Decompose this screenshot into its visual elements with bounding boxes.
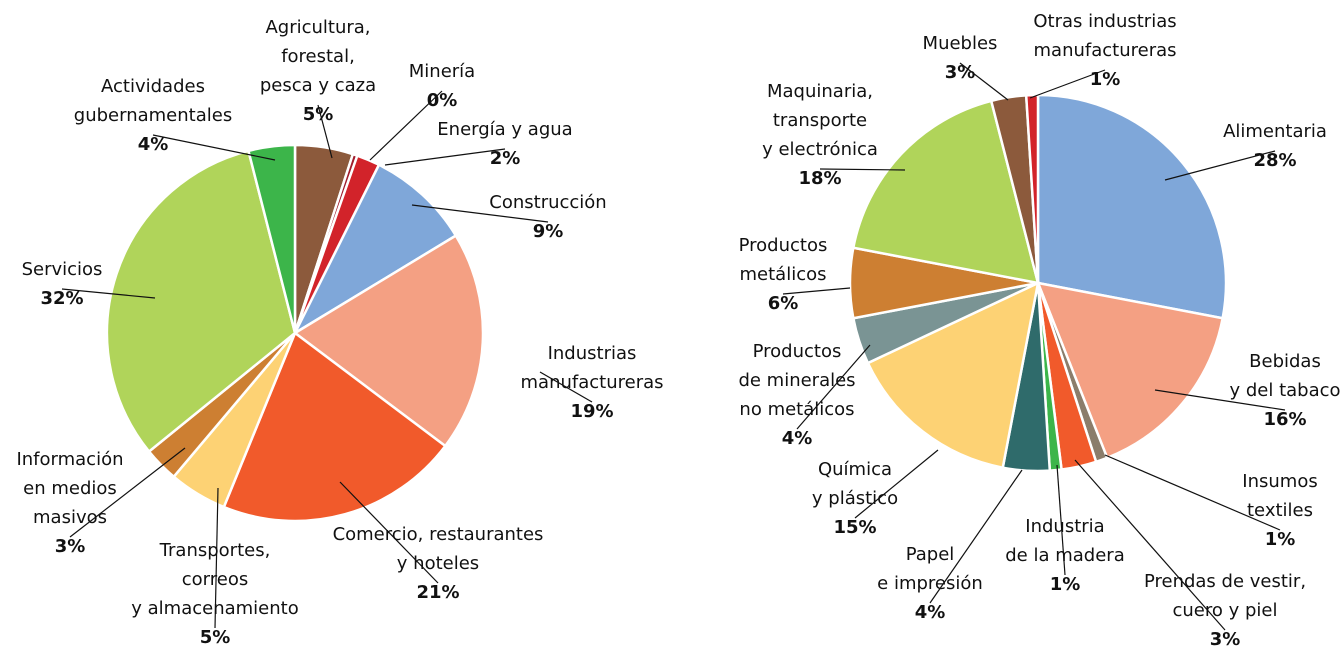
slice-label: de minerales — [738, 370, 855, 391]
leader-line — [796, 344, 871, 430]
leader-line — [929, 469, 1023, 604]
value-label: 1% — [1265, 529, 1296, 550]
value-label: 5% — [200, 627, 231, 648]
slice-label: Alimentaria — [1223, 121, 1327, 142]
slice-label: en medios — [23, 478, 117, 499]
slice-label: Energía y agua — [437, 119, 572, 140]
leader-line — [854, 449, 939, 519]
slice-label: manufactureras — [1034, 40, 1177, 61]
slice-label: Productos — [753, 341, 842, 362]
leader-line — [1104, 454, 1281, 531]
slice-label: y del tabaco — [1229, 380, 1340, 401]
value-label: 21% — [416, 582, 459, 603]
leader-line — [1074, 459, 1226, 631]
value-label: 28% — [1253, 150, 1296, 171]
slice-label: no metálicos — [739, 399, 854, 420]
slice-label: Agricultura, — [265, 17, 370, 38]
pie-slice — [291, 163, 458, 337]
slice-label: Química — [818, 459, 892, 480]
slice-label: Prendas de vestir, — [1144, 571, 1306, 592]
leader-line — [69, 447, 186, 538]
slice-label: y plástico — [812, 488, 898, 509]
slice-label: Maquinaria, — [767, 81, 873, 102]
slice-label: Productos — [739, 235, 828, 256]
slice-label: y electrónica — [762, 139, 878, 160]
pie-slice — [1036, 93, 1228, 320]
slice-label: forestal, — [281, 46, 355, 67]
value-label: 4% — [138, 134, 169, 155]
pie-slice — [105, 149, 297, 454]
slice-label: manufactureras — [521, 372, 664, 393]
slice-label: de la madera — [1005, 545, 1124, 566]
pie-slice — [851, 99, 1040, 285]
slice-label: Servicios — [22, 259, 103, 280]
leader-line — [61, 288, 156, 299]
value-label: 3% — [945, 62, 976, 83]
leader-line — [959, 62, 1009, 101]
value-label: 4% — [782, 428, 813, 449]
value-label: 2% — [490, 148, 521, 169]
slice-label: masivos — [33, 507, 107, 528]
slice-label: Otras industrias — [1033, 11, 1176, 32]
leader-line — [411, 204, 549, 223]
slice-label: Transportes, — [159, 540, 271, 561]
value-label: 16% — [1263, 409, 1306, 430]
value-label: 18% — [798, 168, 841, 189]
slice-label: Minería — [409, 61, 475, 82]
leader-line — [339, 481, 439, 584]
leader-line — [152, 134, 276, 161]
slice-label: transporte — [773, 110, 867, 131]
slice-label: Industrias — [548, 343, 637, 364]
slice-label: Construcción — [489, 192, 606, 213]
leader-line — [782, 287, 851, 295]
slice-label: correos — [182, 569, 248, 590]
pie-slice — [292, 233, 485, 448]
leader-line — [1164, 150, 1276, 181]
value-label: 0% — [427, 90, 458, 111]
leader-line — [1056, 464, 1066, 576]
slice-label: Actividades — [101, 76, 205, 97]
value-label: 9% — [533, 221, 564, 242]
pie-slice — [246, 143, 297, 334]
slice-label: pesca y caza — [260, 75, 376, 96]
value-label: 32% — [40, 288, 83, 309]
leader-line — [369, 90, 443, 161]
slice-label: y hoteles — [397, 553, 479, 574]
slice-label: y almacenamiento — [131, 598, 298, 619]
slice-label: e impresión — [877, 573, 983, 594]
value-label: 6% — [768, 293, 799, 314]
value-label: 4% — [915, 602, 946, 623]
value-label: 15% — [833, 517, 876, 538]
leader-line — [1029, 69, 1106, 99]
leader-line — [214, 487, 219, 629]
slice-label: Información — [16, 449, 123, 470]
pie-slice — [1036, 281, 1225, 460]
slice-label: Industria — [1025, 516, 1104, 537]
slice-label: metálicos — [740, 264, 827, 285]
value-label: 3% — [1210, 629, 1241, 648]
value-label: 5% — [303, 104, 334, 125]
leader-line — [539, 371, 593, 403]
value-label: 1% — [1050, 574, 1081, 595]
leader-line — [317, 104, 333, 159]
slice-label: textiles — [1247, 500, 1313, 521]
slice-label: gubernamentales — [74, 105, 232, 126]
slice-label: Muebles — [923, 33, 998, 54]
slice-label: cuero y piel — [1173, 600, 1278, 621]
slice-label: Papel — [906, 544, 955, 565]
value-label: 19% — [570, 401, 613, 422]
leader-line — [819, 168, 906, 171]
pie-slice — [222, 331, 448, 523]
leader-line — [1154, 389, 1286, 411]
value-label: 3% — [55, 536, 86, 557]
slice-label: Bebidas — [1249, 351, 1321, 372]
slice-label: Insumos — [1242, 471, 1317, 492]
slice-label: Comercio, restaurantes — [333, 524, 544, 545]
value-label: 1% — [1090, 69, 1121, 90]
leader-line — [384, 148, 506, 166]
pie-slice — [866, 280, 1040, 470]
